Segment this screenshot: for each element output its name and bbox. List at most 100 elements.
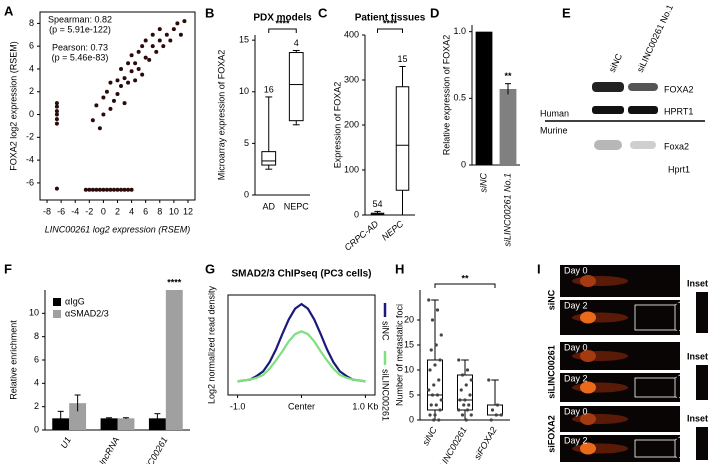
y-axis-label: Number of metastatic foci — [394, 304, 404, 406]
y-tick-label: 0 — [29, 109, 34, 119]
point — [427, 298, 431, 302]
point — [129, 69, 134, 74]
point — [90, 187, 95, 192]
y-axis-label: Relative expression of FOXA2 — [441, 35, 451, 156]
x-tick-label: 12 — [183, 206, 193, 216]
y-tick-label: 2 — [29, 86, 34, 96]
point — [54, 121, 59, 126]
point — [122, 76, 127, 81]
y-axis-label: Expression of FOXA2 — [332, 82, 342, 169]
point — [161, 44, 166, 49]
point — [435, 308, 440, 312]
point — [432, 383, 436, 387]
point — [133, 78, 138, 83]
point — [119, 66, 124, 71]
point — [101, 187, 106, 192]
point — [154, 49, 159, 54]
point — [108, 80, 113, 85]
point — [54, 186, 59, 191]
point — [147, 57, 152, 62]
x-tick-label: 1.0 Kb — [352, 401, 378, 411]
x-tick-label: siLINC00261 No.1 — [502, 173, 512, 247]
n-label: 54 — [372, 199, 382, 209]
point — [182, 19, 187, 24]
point — [90, 118, 95, 123]
point — [54, 112, 59, 117]
band — [628, 83, 658, 91]
point — [157, 38, 162, 43]
point — [126, 80, 131, 85]
point — [126, 61, 131, 66]
point — [487, 378, 491, 382]
significance-bracket — [268, 28, 297, 33]
band-label: HPRT1 — [664, 106, 693, 116]
point — [429, 348, 433, 352]
point — [140, 72, 145, 77]
band-label: Foxa2 — [664, 141, 689, 151]
y-tick-label: 15 — [404, 339, 414, 349]
band — [594, 140, 622, 150]
bar — [117, 418, 135, 430]
x-tick-label: U1 — [59, 435, 73, 450]
point — [428, 413, 432, 417]
inset-guide — [674, 456, 697, 461]
line — [237, 302, 366, 383]
point — [119, 84, 124, 89]
inset-label: Inset — [687, 351, 708, 361]
x-tick-label: 8 — [157, 206, 162, 216]
y-tick-label: 0 — [354, 209, 359, 219]
y-tick-label: -6 — [26, 177, 34, 187]
annotation: (p = 5.46e-83) — [52, 52, 109, 62]
point — [460, 413, 465, 417]
day-label: Day 2 — [564, 435, 588, 445]
y-tick-label: 0.5 — [453, 93, 466, 103]
bar — [69, 403, 87, 430]
band — [628, 106, 658, 114]
day-label: Day 0 — [564, 265, 588, 275]
inset-box — [634, 304, 676, 331]
point — [430, 393, 435, 397]
band-label: FOXA2 — [664, 84, 694, 94]
bar — [165, 290, 183, 430]
y-tick-label: 10 — [29, 308, 39, 318]
x-tick-label: siNC — [478, 173, 488, 193]
point — [489, 418, 493, 422]
significance: **** — [383, 18, 398, 28]
band — [592, 106, 624, 114]
point — [432, 418, 436, 422]
point — [54, 104, 59, 109]
day-label: Day 0 — [564, 406, 588, 416]
annotation: Pearson: 0.73 — [52, 42, 108, 52]
n-label: 15 — [397, 54, 407, 64]
inset-guide — [674, 426, 697, 441]
point — [437, 418, 441, 422]
point — [115, 78, 120, 83]
point — [136, 49, 141, 54]
point — [457, 408, 461, 412]
point — [175, 21, 180, 26]
y-tick-label: 1.0 — [453, 26, 466, 36]
panel-letter: G — [205, 261, 215, 276]
y-tick-label: 0 — [34, 424, 39, 434]
point — [463, 398, 467, 402]
y-tick-label: 15 — [239, 35, 249, 45]
point — [499, 413, 503, 417]
n-label: 16 — [264, 84, 274, 94]
point — [108, 106, 113, 111]
condition-label: siFOXA2 — [546, 415, 556, 453]
box — [261, 151, 277, 166]
chart-title: PDX models — [253, 13, 312, 24]
y-tick-label: 20 — [404, 314, 414, 324]
inset-label: Inset — [687, 413, 708, 423]
x-tick-label: -8 — [43, 206, 51, 216]
y-tick-label: 6 — [29, 41, 34, 51]
inset-guide — [674, 364, 697, 379]
y-tick-label: 5 — [409, 389, 414, 399]
annotation: (p = 5.91e-122) — [49, 24, 111, 34]
day-label: Day 2 — [564, 373, 588, 383]
point — [438, 358, 442, 362]
point — [150, 32, 155, 37]
legend-label: αSMAD2/3 — [65, 308, 109, 318]
point — [115, 187, 120, 192]
